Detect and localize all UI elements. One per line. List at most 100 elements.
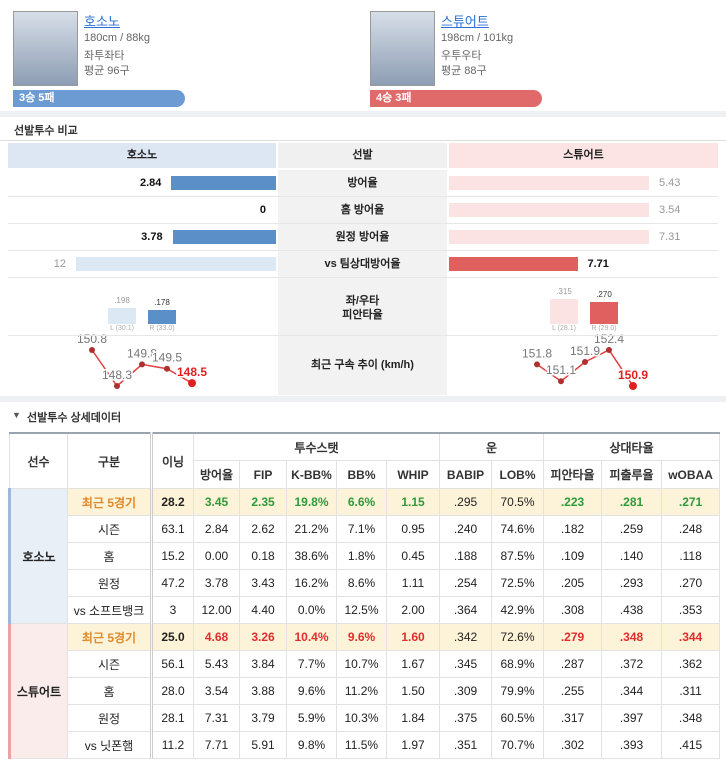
- data-row: 시즌 56.1 5.43 3.84 7.7% 10.7% 1.67.345 68.9% .287…: [10, 650, 721, 678]
- value-label: 3.78: [141, 231, 163, 243]
- data-cell: 시즌: [67, 650, 152, 678]
- sub-header: 방어율: [193, 460, 240, 489]
- data-cell: 25.0: [150, 623, 194, 651]
- data-cell: .309: [439, 677, 493, 705]
- data-cell: 79.9%: [491, 677, 545, 705]
- value-label: 7.71: [587, 258, 609, 270]
- avg-label: .270: [596, 290, 612, 300]
- data-cell: .364: [439, 596, 493, 624]
- data-cell: .345: [439, 650, 493, 678]
- data-cell: 4.40: [239, 596, 287, 624]
- data-cell: 3.45: [193, 488, 240, 516]
- velocity-label: 151.8: [522, 346, 552, 360]
- data-cell: 2.84: [193, 515, 240, 543]
- data-cell: .342: [439, 623, 493, 651]
- data-cell: 3.84: [239, 650, 287, 678]
- data-row: 원정 28.1 7.31 3.79 5.9% 10.3% 1.84.375 60.5% .317…: [10, 704, 721, 732]
- row-label: 원정 방어율: [335, 231, 390, 243]
- data-cell: 47.2: [150, 569, 194, 597]
- group-header: 상대타율: [543, 432, 721, 461]
- data-cell: 60.5%: [491, 704, 545, 732]
- data-row: 시즌 63.1 2.84 2.62 21.2% 7.1% 0.95.240 74.6% .182…: [10, 515, 721, 543]
- row-divider: [8, 196, 718, 197]
- player-name-cell: 호소노: [8, 488, 68, 624]
- data-cell: .311: [661, 677, 721, 705]
- row-label: 피안타율: [342, 309, 383, 321]
- value-label: 3.54: [659, 204, 681, 216]
- data-cell: 1.67: [385, 650, 441, 678]
- data-cell: 3.43: [239, 569, 287, 597]
- player-hand: 좌투좌타: [84, 50, 125, 62]
- data-cell: 최근 5경기: [67, 488, 152, 516]
- data-cell: 3.78: [193, 569, 240, 597]
- data-cell: 7.1%: [336, 515, 387, 543]
- bar: [171, 176, 276, 190]
- data-cell: .415: [661, 731, 721, 759]
- separator: [0, 111, 726, 117]
- data-cell: 4.68: [193, 623, 240, 651]
- velocity-label: 151.9: [570, 344, 600, 358]
- record-bar: [370, 90, 542, 107]
- data-cell: .140: [601, 542, 663, 570]
- compare-head: [278, 143, 447, 168]
- velocity-point: [606, 347, 612, 353]
- data-cell: 9.6%: [286, 677, 337, 705]
- header-cell: 구분: [67, 432, 152, 489]
- data-cell: 8.6%: [336, 569, 387, 597]
- data-cell: 시즌: [67, 515, 152, 543]
- data-cell: 최근 5경기: [67, 623, 152, 651]
- data-cell: .182: [543, 515, 603, 543]
- player-pitches: 평균 96구: [84, 65, 130, 77]
- data-cell: 1.60: [385, 623, 441, 651]
- velocity-label: 149.5: [152, 351, 182, 365]
- data-cell: 28.2: [150, 488, 194, 516]
- player-name[interactable]: 호소노: [84, 14, 120, 29]
- data-cell: 38.6%: [286, 542, 337, 570]
- data-cell: 2.35: [239, 488, 287, 516]
- pa-label: L (30.1): [110, 325, 134, 332]
- pa-label: R (29.0): [591, 325, 617, 332]
- data-cell: .317: [543, 704, 603, 732]
- sub-header: wOBAA: [661, 460, 721, 489]
- row-label: 최근 구속 추이 (km/h): [311, 359, 414, 371]
- velocity-point: [534, 361, 540, 368]
- player-hand: 우투우타: [441, 50, 482, 62]
- sub-header: 피안타율: [543, 460, 603, 489]
- data-cell: 홈: [67, 677, 152, 705]
- bar: [449, 203, 649, 217]
- data-row: vs 닛폰햄 11.2 7.71 5.91 9.8% 11.5% 1.97.351 70.7%…: [10, 731, 721, 759]
- data-cell: .344: [661, 623, 721, 651]
- player-pitches: 평균 88구: [441, 65, 487, 77]
- velocity-point: [164, 365, 170, 372]
- sub-header: BABIP: [439, 460, 493, 489]
- section-title: 선발투수 비교: [14, 125, 78, 137]
- bar: [148, 309, 176, 324]
- data-cell: 28.1: [150, 704, 194, 732]
- data-cell: .223: [543, 488, 603, 516]
- data-row: 홈 15.2 0.00 0.18 38.6% 1.8% 0.45.188 87.5% .109.…: [10, 542, 721, 570]
- sub-header: BB%: [336, 460, 387, 489]
- data-cell: 0.00: [193, 542, 240, 570]
- data-cell: 1.11: [385, 569, 441, 597]
- data-cell: 12.5%: [336, 596, 387, 624]
- value-label: 0: [259, 204, 266, 216]
- group-header: 운: [439, 432, 545, 461]
- sub-header: K-BB%: [286, 460, 337, 489]
- detail-table: 선수 구분 이닝 투수스탯 운 상대타율 방어율 FIP K-BB% BB% WHIP BABIP LO…: [8, 432, 721, 759]
- toggle-icon[interactable]: ▼: [12, 410, 21, 420]
- player-name[interactable]: 스튜어트: [441, 14, 489, 29]
- data-cell: vs 닛폰햄: [67, 731, 152, 759]
- player-photo: [13, 11, 78, 86]
- data-row: 스튜어트 최근 5경기 25.0 4.68 3.26 10.4% 9.6% 1.60.342 7…: [8, 623, 721, 759]
- data-cell: .271: [661, 488, 721, 516]
- data-cell: vs 소프트뱅크: [67, 596, 152, 624]
- velocity-label: 151.1: [546, 363, 576, 377]
- data-cell: 3.26: [239, 623, 287, 651]
- value-label: 5.43: [659, 177, 681, 189]
- sub-header: LOB%: [491, 460, 545, 489]
- data-cell: 2.62: [239, 515, 287, 543]
- velocity-line: [536, 349, 634, 387]
- data-cell: 70.7%: [491, 731, 545, 759]
- player-photo: [370, 11, 435, 86]
